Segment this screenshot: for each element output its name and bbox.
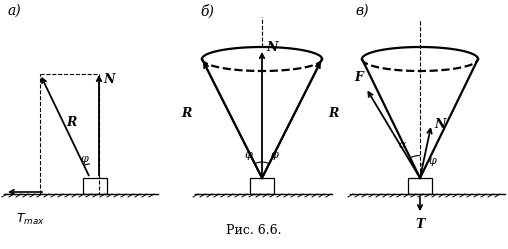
Text: α: α [398, 140, 406, 150]
Text: а): а) [8, 4, 22, 18]
Text: φ: φ [80, 154, 88, 164]
Text: в): в) [355, 4, 368, 18]
Bar [250, 178, 274, 194]
Text: Рис. 6.6.: Рис. 6.6. [226, 224, 282, 237]
Text: R: R [66, 116, 76, 128]
Text: T: T [416, 218, 425, 231]
Text: F: F [354, 71, 363, 84]
Text: N: N [434, 118, 446, 131]
Bar [83, 178, 107, 194]
Text: N: N [266, 41, 277, 54]
Text: φ: φ [270, 150, 278, 160]
Text: φ: φ [244, 150, 252, 160]
Text: R: R [182, 107, 192, 120]
Text: φ: φ [428, 156, 436, 166]
Bar [408, 178, 432, 194]
Text: $T_{max}$: $T_{max}$ [16, 212, 44, 227]
Text: б): б) [200, 4, 214, 18]
Text: R: R [328, 107, 338, 120]
Text: N: N [103, 73, 114, 86]
